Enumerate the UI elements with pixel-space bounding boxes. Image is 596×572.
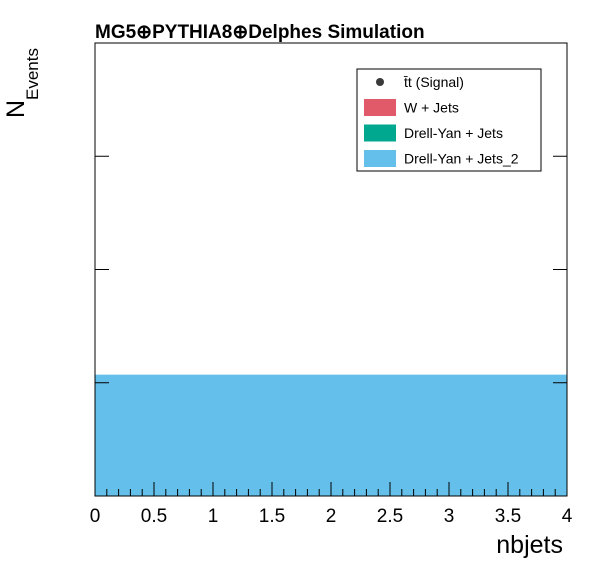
chart-title: MG5⊕PYTHIA8⊕Delphes Simulation: [95, 22, 425, 43]
x-tick-label: 0.5: [141, 506, 167, 527]
legend-marker: [376, 78, 384, 86]
legend-label: t̄t (Signal): [404, 74, 464, 90]
x-tick-label: 3.5: [495, 506, 521, 527]
legend-label: Drell-Yan + Jets: [404, 125, 503, 141]
legend-label: Drell-Yan + Jets_2: [404, 151, 519, 167]
legend-swatch: [364, 150, 396, 167]
bar-0: [95, 374, 567, 496]
x-axis-title: nbjets: [496, 531, 563, 559]
ticks-layer: [94, 155, 568, 496]
y-axis-title-main: N: [2, 100, 30, 118]
x-tick-label: 0: [90, 506, 101, 527]
x-tick-label: 2.5: [377, 506, 403, 527]
y-axis-title: N Events: [2, 48, 42, 118]
tick-labels-layer: 0 0.5 1 1.5 2 2.5 3 3.5 4: [90, 506, 573, 527]
bars-layer: [95, 374, 567, 496]
legend: t̄t (Signal) W + Jets Drell-Yan + Jets Drel…: [356, 68, 542, 172]
x-tick-label: 2: [326, 506, 337, 527]
x-tick-label: 1: [208, 506, 219, 527]
x-tick-label: 1.5: [259, 506, 285, 527]
y-axis-title-sub: Events: [23, 48, 42, 100]
legend-swatch: [364, 99, 396, 116]
legend-entries: t̄t (Signal) W + Jets Drell-Yan + Jets Drel…: [364, 74, 519, 167]
x-tick-label: 3: [444, 506, 455, 527]
x-tick-label: 4: [562, 506, 573, 527]
legend-label: W + Jets: [404, 100, 459, 116]
legend-swatch: [364, 124, 396, 142]
